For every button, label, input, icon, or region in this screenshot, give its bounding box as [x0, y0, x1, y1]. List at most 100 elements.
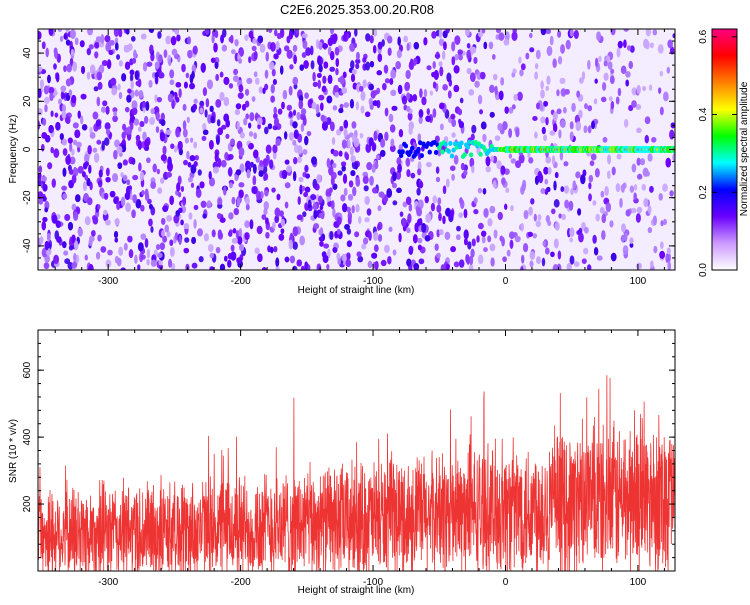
spectrogram-cell	[65, 29, 70, 33]
spectrogram-cell	[667, 261, 672, 270]
spectrogram-cell	[545, 156, 552, 164]
spectrogram-cell	[96, 139, 102, 145]
spectrogram-cell	[40, 79, 44, 89]
spectrogram-cell	[286, 49, 293, 59]
spectrogram-cell	[86, 48, 92, 56]
spectrogram-cell	[435, 176, 441, 183]
spectrogram-cell	[206, 201, 212, 209]
spectrogram-cell	[417, 237, 423, 244]
spectrogram-cell	[200, 62, 206, 73]
spectrogram-cell	[215, 98, 222, 108]
colorbar-ramp	[711, 28, 738, 271]
spectrogram-cell	[300, 108, 307, 115]
spectrogram-cell	[65, 155, 71, 165]
spectrogram-cell	[560, 88, 567, 97]
spectrogram-cell	[168, 59, 172, 66]
spectrogram-cell	[284, 131, 288, 140]
spectrogram-cell	[633, 192, 637, 201]
spectrogram-cell	[483, 207, 489, 218]
spectrogram-cell	[160, 112, 165, 122]
spectrogram-cell	[451, 41, 456, 52]
spectrogram-cell	[112, 107, 118, 113]
spectrogram-cell	[528, 206, 533, 216]
spectrogram-cell	[149, 117, 155, 125]
spectrogram-cell	[551, 155, 556, 166]
spectrogram-cell	[156, 112, 160, 122]
spectrogram-cell	[338, 107, 344, 114]
spectrogram-cell	[219, 217, 226, 223]
spectrogram-cell	[332, 105, 338, 111]
spectrogram-cell	[360, 91, 366, 101]
spectrogram-cell	[376, 223, 381, 231]
spectrogram-cell	[477, 94, 483, 105]
spectrogram-cell	[62, 148, 68, 156]
spectrogram-cell	[38, 66, 43, 72]
spectrogram-cell	[592, 200, 597, 206]
spectrogram-cell	[73, 253, 77, 262]
spectrogram-cell	[497, 123, 503, 131]
spectrogram-cell	[162, 235, 168, 243]
spectrogram-cell	[377, 205, 382, 212]
spectrogram-cell	[175, 96, 180, 103]
spectrogram-cell	[101, 140, 105, 151]
spectrogram-cell	[109, 190, 116, 198]
signal-band-cell	[397, 149, 402, 155]
spectrogram-cell	[113, 196, 119, 205]
spectrogram-cell	[537, 214, 542, 221]
spectrogram-cell	[482, 188, 487, 195]
spectrogram-cell	[184, 237, 190, 243]
spectrogram-cell	[348, 180, 354, 188]
spectrogram-cell	[355, 177, 361, 187]
spectrogram-cell	[194, 154, 199, 161]
spectrogram-cell	[280, 218, 286, 227]
spectrogram-cell	[440, 264, 446, 270]
spectrogram-cell	[82, 171, 86, 178]
spectrogram-cell	[493, 229, 498, 239]
spectrogram-cell	[88, 264, 94, 270]
spectrogram-cell	[182, 128, 188, 138]
spectrogram-cell	[289, 232, 294, 241]
spectrogram-cell	[118, 246, 124, 256]
spectrogram-cell	[368, 83, 374, 91]
spectrogram-cell	[46, 232, 51, 242]
spectrogram-cell	[332, 33, 338, 43]
spectrogram-cell	[498, 32, 505, 41]
spectrogram-cell	[239, 163, 245, 173]
spectrogram-cell	[180, 186, 185, 192]
spectrogram-cell	[560, 44, 566, 54]
spectrogram-cell	[358, 85, 364, 92]
spectrogram-cell	[481, 235, 486, 244]
spectrogram-cell	[304, 92, 309, 99]
spectrogram-cell	[392, 171, 397, 182]
spectrogram-cell	[503, 38, 510, 46]
spectrogram-cell	[61, 185, 68, 191]
spectrogram-cell	[647, 227, 653, 234]
spectrogram-cell	[175, 127, 180, 138]
spectrogram-cell	[215, 135, 220, 145]
spectrogram-cell	[252, 186, 258, 195]
spectrogram-cell	[71, 148, 75, 156]
spectrogram-cell	[75, 194, 81, 203]
spectrogram-cell	[220, 159, 227, 168]
spectrogram-cell	[274, 117, 279, 127]
spectrogram-cell	[176, 34, 181, 42]
spectrogram-cell	[372, 143, 376, 152]
spectrogram-cell	[331, 137, 336, 145]
spectrogram-cell	[318, 41, 323, 50]
spectrogram-cell	[148, 79, 153, 88]
spectrogram-cell	[355, 58, 361, 64]
spectrogram-cell	[552, 58, 557, 69]
spectrogram-cell	[48, 86, 55, 94]
spectrogram-cell	[301, 185, 306, 192]
spectrogram-cell	[224, 255, 228, 262]
spectrogram-cell	[42, 196, 47, 202]
spectrogram-cell	[605, 202, 612, 213]
spectrogram-cell	[120, 196, 126, 207]
spectrogram-cell	[458, 212, 463, 218]
spectrogram-cell	[134, 254, 138, 264]
spectrogram-cell	[299, 64, 305, 71]
spectrogram-cell	[105, 105, 110, 115]
spectrogram-x-ticks: -300 -200 -100 0 100	[54, 29, 665, 287]
spectrogram-cell	[418, 116, 423, 124]
